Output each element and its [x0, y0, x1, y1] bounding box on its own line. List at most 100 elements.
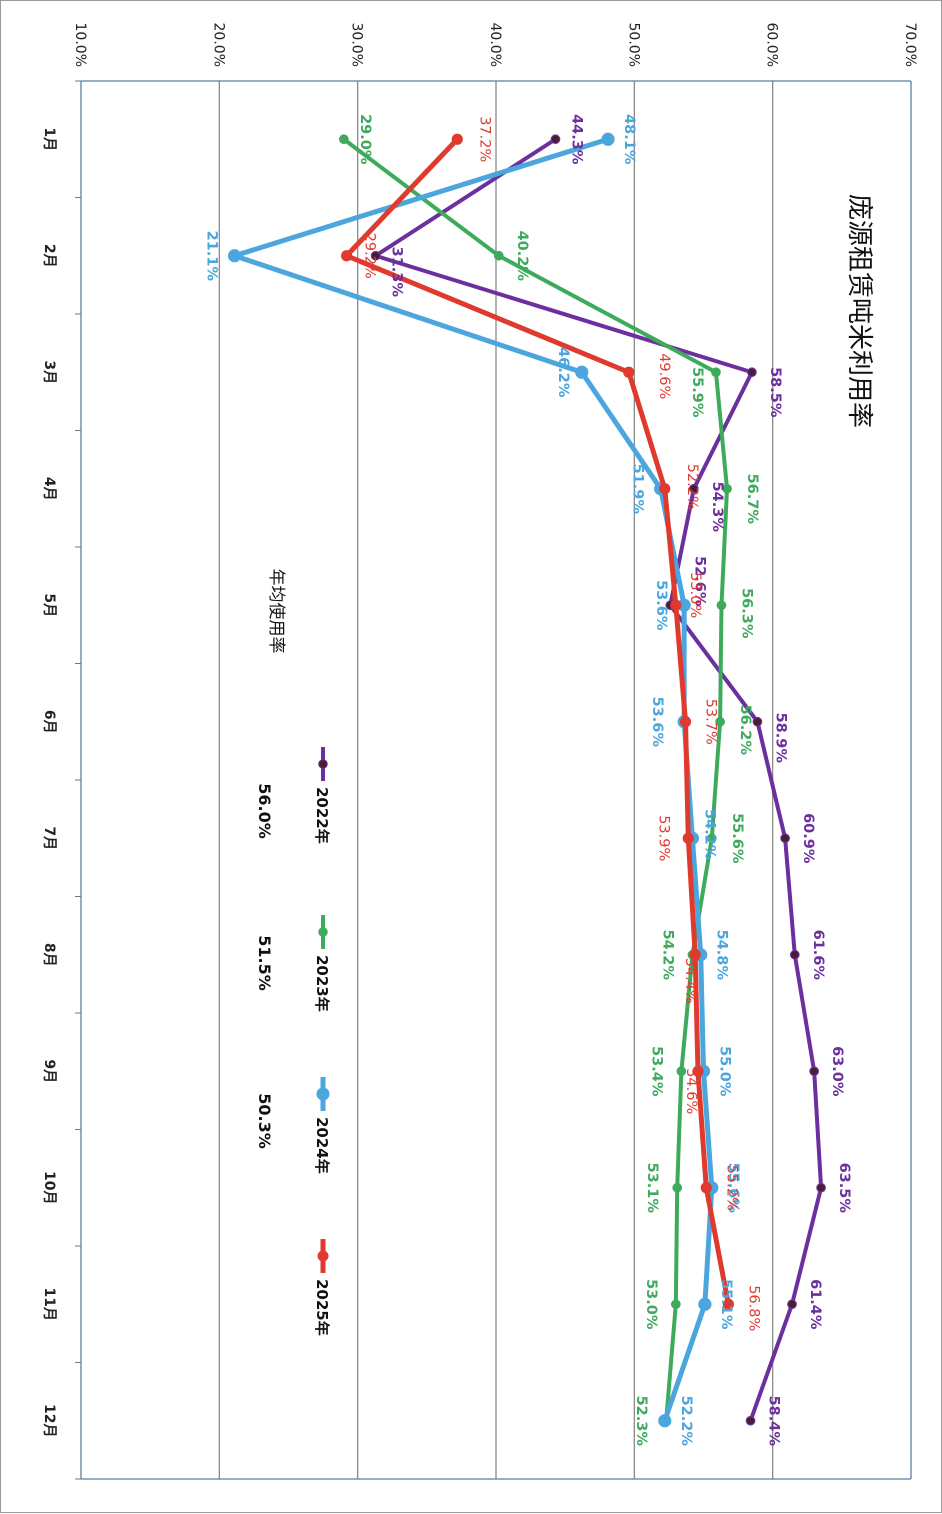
data-label: 60.9%	[800, 813, 816, 864]
data-label: 53.0%	[687, 572, 703, 618]
data-label: 55.2%	[723, 1165, 739, 1211]
data-point	[752, 716, 763, 727]
data-label: 37.2%	[476, 116, 492, 162]
legend: 2022年 2023年 2024年 2025年 56.0% 51.5% 50.3%	[255, 747, 331, 1336]
data-label: 54.2%	[659, 930, 675, 981]
legend-label: 2025年	[313, 1279, 331, 1336]
series-2022年	[370, 134, 826, 1426]
gridlines	[80, 81, 912, 1479]
data-label: 54.2%	[701, 809, 717, 860]
data-label: 52.2%	[684, 464, 700, 510]
data-point	[601, 132, 615, 146]
data-label: 29.0%	[357, 114, 373, 165]
data-point	[809, 1066, 820, 1077]
y-tick-label: 10.0%	[72, 23, 88, 67]
data-label: 58.9%	[772, 713, 788, 764]
data-point	[787, 1299, 797, 1310]
annual-average-value: 50.3%	[255, 1093, 274, 1149]
data-label: 53.7%	[703, 699, 719, 745]
legend-label: 2022年	[313, 787, 331, 844]
data-label: 29.2%	[362, 233, 378, 279]
data-point	[493, 250, 504, 261]
data-point	[670, 1299, 681, 1310]
data-label: 53.0%	[643, 1279, 659, 1330]
data-label: 52.6%	[691, 556, 707, 607]
chart-title: 庞源租赁吨米利用率	[844, 194, 874, 428]
legend-swatch-marker	[317, 1250, 329, 1262]
y-tick-label: 20.0%	[210, 23, 226, 67]
y-tick-label: 60.0%	[764, 23, 780, 67]
x-tick-label: 9月	[41, 1059, 57, 1083]
data-label: 48.1%	[621, 114, 637, 165]
data-point	[816, 1182, 826, 1193]
data-point	[700, 1182, 712, 1194]
data-label: 61.4%	[807, 1279, 823, 1330]
x-tick-label: 7月	[41, 826, 57, 850]
data-label: 55.6%	[729, 813, 745, 864]
data-label: 63.5%	[836, 1163, 852, 1214]
data-point	[679, 716, 692, 728]
data-label: 55.9%	[689, 367, 705, 418]
data-point	[692, 1065, 704, 1077]
annual-average-title: 年均使用率	[266, 569, 287, 654]
data-point	[550, 134, 561, 145]
data-label: 63.0%	[829, 1046, 845, 1097]
series-line	[342, 137, 730, 1421]
data-point	[370, 250, 381, 261]
data-point	[227, 249, 242, 263]
data-label: 56.2%	[737, 705, 753, 756]
legend-swatch-marker	[318, 927, 328, 937]
x-tick-label: 12月	[41, 1404, 57, 1437]
data-label: 54.6%	[683, 1068, 699, 1114]
data-label: 61.6%	[810, 930, 826, 981]
annual-average-value: 51.5%	[255, 935, 274, 991]
data-point	[780, 833, 790, 844]
data-label: 55.1%	[718, 1279, 734, 1330]
data-point	[698, 1297, 712, 1311]
data-label: 49.6%	[656, 353, 672, 399]
data-label: 46.2%	[555, 347, 571, 398]
data-point	[658, 1414, 672, 1428]
x-tick-label: 4月	[41, 477, 57, 501]
legend-swatch-marker	[318, 759, 328, 769]
data-point	[575, 365, 589, 379]
legend-swatch-marker	[316, 1087, 330, 1101]
data-point	[670, 599, 682, 611]
data-label: 56.8%	[745, 1285, 761, 1331]
data-label: 51.9%	[630, 464, 646, 515]
data-label: 52.3%	[633, 1396, 649, 1447]
data-point	[451, 133, 463, 145]
x-tick-label: 1月	[41, 127, 57, 151]
data-label: 55.6%	[725, 1163, 741, 1214]
x-tick-label: 8月	[41, 943, 57, 967]
data-label: 31.3%	[389, 247, 405, 298]
y-tick-label: 30.0%	[349, 23, 365, 67]
data-label: 53.6%	[653, 580, 669, 631]
data-label: 54.4%	[682, 958, 698, 1004]
data-point	[659, 483, 671, 495]
data-point	[789, 949, 800, 960]
data-point	[747, 367, 757, 378]
series-group	[227, 132, 826, 1428]
annual-average-value: 56.0%	[255, 783, 274, 839]
data-point	[745, 1415, 756, 1426]
x-tick-label: 11月	[41, 1288, 57, 1321]
y-tick-label: 70.0%	[902, 23, 918, 67]
data-label: 56.7%	[744, 474, 760, 525]
series-2025年	[340, 133, 734, 1310]
x-tick-label: 6月	[41, 710, 57, 734]
data-label: 58.4%	[766, 1396, 782, 1447]
data-label: 40.2%	[514, 231, 530, 282]
data-point	[676, 1066, 687, 1077]
data-label: 53.4%	[648, 1046, 664, 1097]
data-point	[682, 832, 694, 844]
data-point	[672, 1182, 683, 1193]
data-point	[716, 600, 727, 611]
y-tick-label: 50.0%	[625, 23, 641, 67]
series-2023年	[338, 134, 732, 1426]
data-label: 54.8%	[714, 930, 730, 981]
data-point	[711, 367, 721, 378]
